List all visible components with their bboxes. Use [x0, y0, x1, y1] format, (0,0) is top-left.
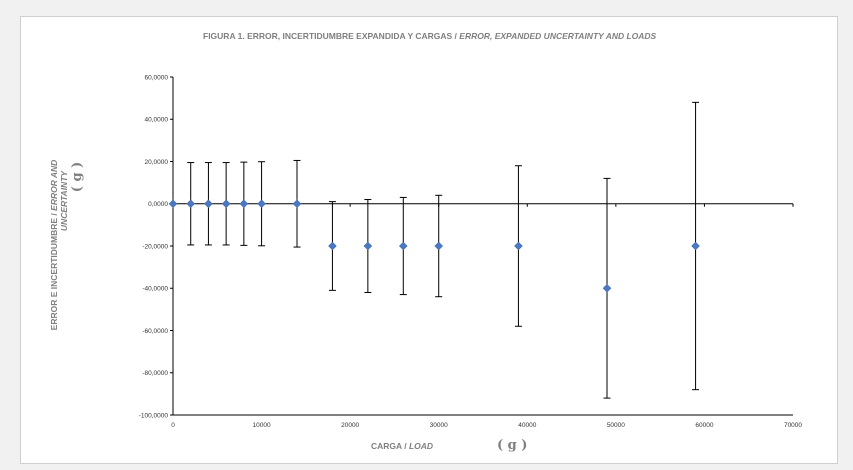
y-tick-label: -100,0000	[139, 412, 169, 419]
data-point-marker	[434, 241, 444, 251]
y-axis-title: ERROR E INCERTIDUMBRE / ERROR AND UNCERT…	[49, 160, 69, 331]
data-point-marker	[204, 199, 213, 209]
error-bars	[187, 101, 700, 399]
y-axis-ticks: 60,0000 40,0000 20,0000 0,0000 -20,0000 -40,0…	[139, 74, 173, 419]
data-point-marker	[514, 241, 523, 251]
y-tick-label: 60,0000	[145, 74, 169, 81]
data-point-marker	[257, 199, 266, 209]
y-axis-title-line2: UNCERTAINTY	[59, 170, 69, 231]
x-axis-title: CARGA / LOAD	[371, 441, 433, 451]
chart-title-main: FIGURA 1. ERROR, INCERTIDUMBRE EXPANDIDA…	[203, 31, 459, 41]
y-axis-unit-group: ( g )	[70, 162, 85, 192]
x-tick-label: 50000	[607, 422, 625, 429]
data-point-marker	[186, 199, 196, 209]
chart-canvas: FIGURA 1. ERROR, INCERTIDUMBRE EXPANDIDA…	[49, 31, 803, 453]
data-point-marker	[602, 283, 612, 293]
y-tick-label: -20,0000	[142, 243, 168, 250]
chart-title-english: ERROR, EXPANDED UNCERTAINTY AND LOADS	[459, 31, 656, 41]
x-tick-label: 40000	[518, 422, 536, 429]
chart-figure: FIGURA 1. ERROR, INCERTIDUMBRE EXPANDIDA…	[20, 16, 838, 464]
y-tick-label: 40,0000	[145, 117, 169, 124]
y-axis-unit: ( g )	[70, 162, 85, 192]
y-axis-title-line1: ERROR E INCERTIDUMBRE / ERROR AND	[49, 160, 59, 331]
data-markers	[168, 199, 700, 293]
x-tick-label: 10000	[253, 422, 271, 429]
data-point-marker	[691, 241, 700, 251]
data-point-marker	[398, 241, 408, 251]
data-point-marker	[221, 199, 231, 209]
x-axis-title-main: CARGA /	[371, 441, 409, 451]
data-point-marker	[168, 199, 178, 209]
data-point-marker	[292, 199, 302, 209]
x-tick-label: 70000	[784, 422, 802, 429]
x-tick-label: 30000	[430, 422, 448, 429]
chart-title: FIGURA 1. ERROR, INCERTIDUMBRE EXPANDIDA…	[203, 31, 657, 41]
y-tick-label: -60,0000	[142, 328, 168, 335]
x-axis-ticks: 0 10000 20000 30000 40000 50000 60000 70000	[171, 203, 802, 429]
y-tick-label: 0,0000	[148, 201, 168, 208]
data-point-marker	[239, 199, 249, 209]
x-axis-unit: ( g )	[497, 438, 527, 453]
y-tick-label: -40,0000	[142, 286, 168, 293]
plot-area: 60,0000 40,0000 20,0000 0,0000 -20,0000 -40,0…	[139, 74, 803, 429]
x-axis-title-english: LOAD	[409, 441, 433, 451]
y-axis-title-main: ERROR E INCERTIDUMBRE /	[49, 211, 59, 330]
x-tick-label: 60000	[695, 422, 713, 429]
x-tick-label: 20000	[341, 422, 359, 429]
x-tick-label: 0	[171, 422, 175, 429]
data-point-marker	[328, 241, 337, 251]
y-tick-label: -80,0000	[142, 370, 168, 377]
y-tick-label: 20,0000	[145, 159, 169, 166]
data-point-marker	[363, 241, 373, 251]
y-axis-title-english: ERROR AND	[49, 160, 59, 211]
